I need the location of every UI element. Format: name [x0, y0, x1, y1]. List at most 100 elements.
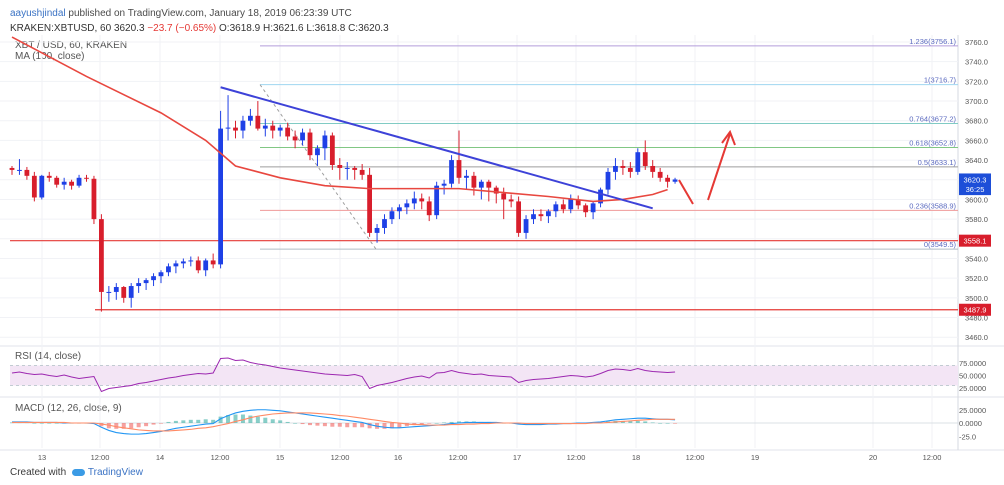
candle-body: [397, 207, 402, 212]
time-tick-label: 16: [394, 453, 402, 462]
candle-body: [590, 203, 596, 213]
candle-body: [9, 167, 15, 170]
candle-body: [650, 165, 656, 172]
support-tag: 3487.9: [964, 306, 987, 315]
candle-body: [151, 276, 156, 281]
candle-body: [538, 214, 544, 217]
time-tick-label: 12:00: [686, 453, 705, 462]
macd-histogram-bar: [308, 423, 312, 426]
fib-level-label: 0.618(3652.8): [909, 138, 956, 147]
macd-histogram-bar: [337, 423, 342, 427]
candle-body: [359, 169, 365, 175]
candle-body: [99, 219, 104, 292]
fib-level-label: 0.764(3677.2): [909, 114, 956, 123]
time-tick-label: 18: [632, 453, 640, 462]
macd-histogram-bar: [382, 423, 387, 429]
rsi-pane: [10, 357, 958, 393]
price-tick-label: 3540.0: [965, 254, 988, 263]
macd-histogram-bar: [188, 419, 193, 423]
time-tick-label: 12:00: [449, 453, 468, 462]
candle-body: [188, 260, 194, 262]
fibonacci-retracement[interactable]: 1.236(3756.1) 1(3716.7) 0.764(3677.2) 0.618…: [259, 37, 958, 250]
price-tick-label: 3600.0: [965, 195, 988, 204]
candle-body: [307, 132, 313, 156]
support-lines[interactable]: [10, 240, 958, 311]
macd-histogram-bar: [330, 423, 335, 427]
macd-histogram-bar: [665, 423, 670, 424]
candle-body: [464, 175, 469, 178]
candle-body: [158, 272, 164, 277]
symbol-prefix: KRAKEN:XBTUSD, 60: [10, 23, 112, 34]
candle-body: [553, 204, 559, 212]
author-link[interactable]: aayushjindal: [10, 8, 66, 19]
low-value: L:3618.8: [306, 23, 346, 34]
fib-level-label: 0.5(3633.1): [918, 158, 957, 167]
candle-body: [173, 263, 179, 267]
chart-title: XBT / USD, 60, KRAKEN: [15, 40, 128, 51]
macd-histogram-bar: [181, 420, 186, 423]
tradingview-link[interactable]: TradingView: [87, 467, 143, 478]
candle-body: [292, 136, 298, 141]
price-tick-label: 3740.0: [965, 58, 988, 67]
rsi-legend[interactable]: RSI (14, close): [15, 351, 82, 362]
rsi-tick-label: 75.0000: [959, 359, 986, 368]
macd-histogram-bar: [397, 423, 402, 428]
candle-body: [203, 260, 209, 271]
price-tags: 3620.336:25 3558.1 3487.9: [959, 173, 991, 316]
candle-body: [262, 125, 268, 129]
bearish-trendline: [220, 86, 653, 210]
ohlc-line: KRAKEN:XBTUSD, 60 3620.3 −23.7 (−0.65%) …: [10, 23, 389, 34]
candle-body: [560, 204, 566, 210]
last-price-tag-bg: [959, 173, 991, 186]
candle-body: [277, 127, 283, 131]
macd-histogram-bar: [322, 423, 327, 427]
price-tick-label: 3500.0: [965, 294, 988, 303]
macd-histogram-bar: [151, 423, 156, 425]
time-tick-label: 12:00: [567, 453, 586, 462]
candle-body: [300, 132, 305, 141]
tradingview-logo-icon: [71, 468, 85, 476]
macd-histogram-bar: [144, 423, 149, 427]
candle-body: [486, 181, 492, 188]
macd-legend[interactable]: MACD (12, 26, close, 9): [15, 403, 122, 414]
candle-body: [225, 127, 231, 129]
price-tick-label: 3660.0: [965, 136, 988, 145]
price-tick-label: 3520.0: [965, 274, 988, 283]
candle-body: [329, 135, 335, 165]
price-tick-label: 3460.0: [965, 333, 988, 342]
candle-body: [61, 181, 67, 185]
candle-body: [113, 287, 119, 292]
price-tick-label: 3720.0: [965, 77, 988, 86]
candle-body: [508, 199, 514, 202]
candle-body: [531, 214, 536, 220]
time-tick-label: 19: [751, 453, 759, 462]
close-value: C:3620.3: [348, 23, 389, 34]
macd-histogram-bar: [352, 423, 357, 428]
created-with-text: Created with: [10, 467, 67, 478]
overlay-lines: [11, 36, 668, 210]
candle-body: [546, 211, 551, 217]
macd-histogram-bar: [32, 423, 37, 424]
macd-histogram-bar: [226, 415, 231, 423]
macd-histogram-bar: [389, 423, 394, 429]
candle-body: [46, 175, 52, 178]
fib-level-label: 0(3549.5): [924, 240, 957, 249]
macd-histogram-bar: [159, 423, 163, 424]
price-tick-label: 3680.0: [965, 117, 988, 126]
candle-body: [568, 199, 574, 210]
price-change: −23.7 (−0.65%): [147, 23, 217, 34]
countdown-tag: 36:25: [966, 185, 985, 194]
publish-header: aayushjindal published on TradingView.co…: [10, 8, 352, 19]
macd-histogram-bar: [248, 415, 253, 423]
candle-body: [620, 165, 626, 168]
candle-body: [255, 115, 261, 129]
macd-histogram-bar: [129, 423, 134, 429]
candle-body: [367, 174, 372, 233]
time-tick-label: 20: [869, 453, 877, 462]
candle-body: [426, 201, 432, 216]
time-tick-label: 12:00: [211, 453, 230, 462]
candle-body: [240, 120, 246, 131]
rsi-tick-label: 50.0000: [959, 372, 986, 381]
price-tick-label: 3760.0: [965, 38, 988, 47]
